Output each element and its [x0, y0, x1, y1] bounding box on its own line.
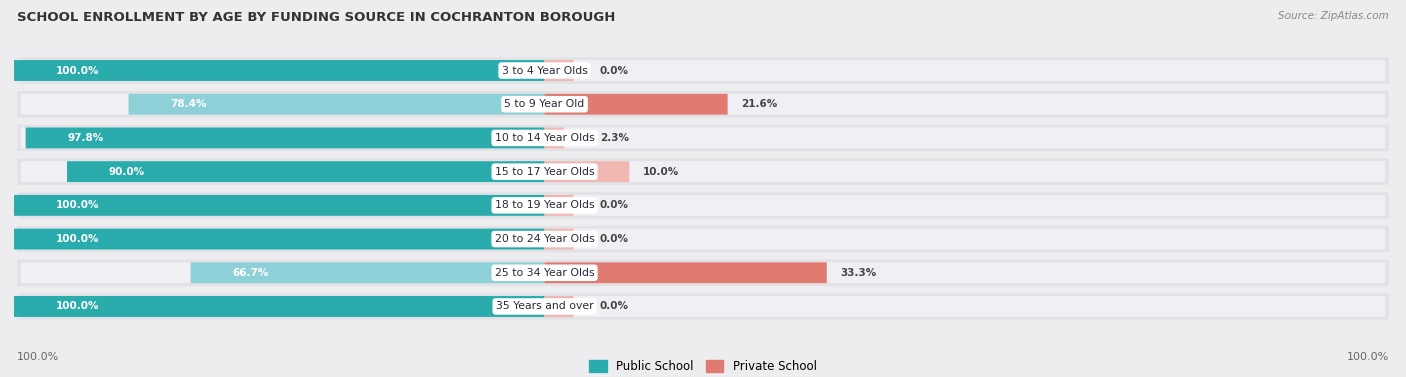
FancyBboxPatch shape: [21, 94, 1385, 115]
Text: 25 to 34 Year Olds: 25 to 34 Year Olds: [495, 268, 595, 278]
Text: 100.0%: 100.0%: [55, 302, 98, 311]
Text: 0.0%: 0.0%: [599, 200, 628, 210]
FancyBboxPatch shape: [14, 296, 544, 317]
FancyBboxPatch shape: [17, 158, 1389, 185]
Text: 18 to 19 Year Olds: 18 to 19 Year Olds: [495, 200, 595, 210]
Text: 78.4%: 78.4%: [170, 99, 207, 109]
Text: 21.6%: 21.6%: [741, 99, 778, 109]
Text: 10 to 14 Year Olds: 10 to 14 Year Olds: [495, 133, 595, 143]
Text: 0.0%: 0.0%: [599, 302, 628, 311]
FancyBboxPatch shape: [544, 228, 574, 250]
FancyBboxPatch shape: [191, 262, 544, 283]
FancyBboxPatch shape: [17, 260, 1389, 286]
Legend: Public School, Private School: Public School, Private School: [585, 355, 821, 377]
FancyBboxPatch shape: [21, 60, 1385, 81]
FancyBboxPatch shape: [17, 192, 1389, 219]
FancyBboxPatch shape: [17, 57, 1389, 84]
FancyBboxPatch shape: [14, 60, 544, 81]
Text: 5 to 9 Year Old: 5 to 9 Year Old: [505, 99, 585, 109]
FancyBboxPatch shape: [67, 161, 544, 182]
Text: 90.0%: 90.0%: [108, 167, 145, 177]
Text: 97.8%: 97.8%: [67, 133, 103, 143]
Text: 100.0%: 100.0%: [1347, 352, 1389, 362]
FancyBboxPatch shape: [544, 195, 574, 216]
Text: 35 Years and over: 35 Years and over: [496, 302, 593, 311]
Text: 100.0%: 100.0%: [55, 200, 98, 210]
Text: 100.0%: 100.0%: [55, 234, 98, 244]
Text: 100.0%: 100.0%: [55, 66, 98, 75]
FancyBboxPatch shape: [17, 91, 1389, 117]
FancyBboxPatch shape: [14, 195, 544, 216]
Text: 0.0%: 0.0%: [599, 66, 628, 75]
Text: 20 to 24 Year Olds: 20 to 24 Year Olds: [495, 234, 595, 244]
FancyBboxPatch shape: [17, 226, 1389, 252]
FancyBboxPatch shape: [544, 94, 728, 115]
FancyBboxPatch shape: [21, 262, 1385, 283]
Text: 10.0%: 10.0%: [643, 167, 679, 177]
FancyBboxPatch shape: [21, 228, 1385, 250]
Text: 2.3%: 2.3%: [599, 133, 628, 143]
FancyBboxPatch shape: [544, 296, 574, 317]
FancyBboxPatch shape: [544, 60, 574, 81]
FancyBboxPatch shape: [128, 94, 544, 115]
FancyBboxPatch shape: [21, 296, 1385, 317]
Text: 100.0%: 100.0%: [17, 352, 59, 362]
FancyBboxPatch shape: [544, 161, 630, 182]
Text: SCHOOL ENROLLMENT BY AGE BY FUNDING SOURCE IN COCHRANTON BOROUGH: SCHOOL ENROLLMENT BY AGE BY FUNDING SOUR…: [17, 11, 616, 24]
Text: Source: ZipAtlas.com: Source: ZipAtlas.com: [1278, 11, 1389, 21]
FancyBboxPatch shape: [21, 161, 1385, 182]
Text: 3 to 4 Year Olds: 3 to 4 Year Olds: [502, 66, 588, 75]
Text: 15 to 17 Year Olds: 15 to 17 Year Olds: [495, 167, 595, 177]
Text: 66.7%: 66.7%: [232, 268, 269, 278]
FancyBboxPatch shape: [21, 195, 1385, 216]
FancyBboxPatch shape: [21, 127, 1385, 149]
FancyBboxPatch shape: [17, 125, 1389, 151]
Text: 33.3%: 33.3%: [841, 268, 877, 278]
FancyBboxPatch shape: [14, 228, 544, 250]
Text: 0.0%: 0.0%: [599, 234, 628, 244]
FancyBboxPatch shape: [544, 127, 564, 149]
FancyBboxPatch shape: [17, 293, 1389, 320]
FancyBboxPatch shape: [25, 127, 544, 149]
FancyBboxPatch shape: [544, 262, 827, 283]
